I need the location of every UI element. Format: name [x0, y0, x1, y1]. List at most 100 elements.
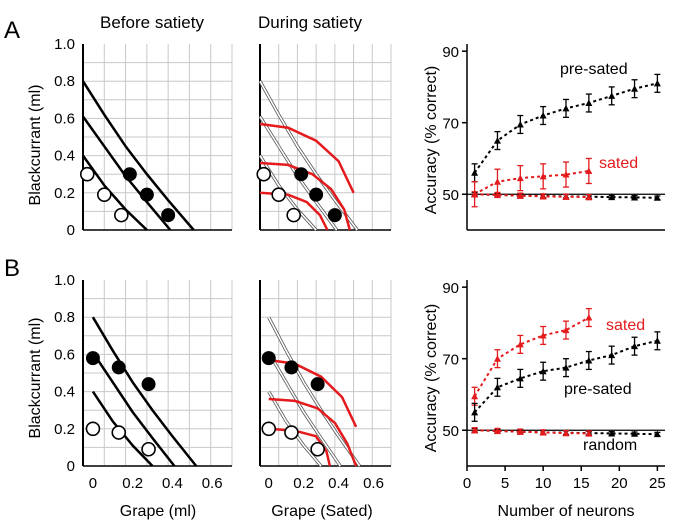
panel-b-before-x-title: Grape (ml) — [120, 503, 196, 520]
b-right-open-choice-point — [284, 425, 299, 440]
panel-b-label-sated: sated — [606, 317, 645, 334]
a-acc-series-3-marker — [562, 193, 570, 200]
b-right-x-tick-label: 0.6 — [363, 475, 384, 492]
b-acc-series-3-marker — [471, 426, 479, 434]
a-acc-series-3-marker — [539, 192, 547, 200]
b-acc-series-3-marker — [585, 429, 593, 437]
b-acc-series-1-marker — [516, 374, 524, 382]
panel-a-during-plot — [256, 44, 392, 232]
b-acc-y-tick-label: 50 — [442, 423, 459, 440]
b-left-filled-choice-point — [111, 360, 126, 375]
a-acc-series-0-marker — [653, 79, 661, 87]
b-acc-series-1-marker — [631, 342, 639, 350]
b-left-open-choice-point — [85, 421, 101, 437]
a-acc-series-1-line — [474, 170, 589, 196]
a-left-y-tick-label: 0 — [67, 222, 75, 239]
a-left-open-choice-point — [114, 207, 129, 223]
b-right-indifference-curve — [268, 397, 358, 467]
b-acc-series-0-marker — [516, 340, 524, 348]
panel-letter-b: B — [4, 255, 20, 282]
a-acc-series-3-marker — [585, 193, 593, 201]
b-acc-x-tick-label: 20 — [611, 475, 628, 492]
a-acc-series-0-marker — [471, 169, 479, 176]
a-acc-series-1-marker — [539, 172, 547, 180]
panel-a-before-plot: 0 0.2 0.4 0.6 0.8 1.0 — [54, 36, 233, 239]
panel-b-accuracy-plot: 50 70 90 0 5 10 15 20 25 — [442, 280, 666, 492]
a-left-y-tick-label: 1.0 — [54, 36, 75, 53]
a-acc-series-0-marker — [493, 137, 501, 144]
b-left-indifference-curve — [91, 351, 176, 467]
a-acc-series-2-marker — [608, 193, 616, 201]
a-left-filled-choice-point — [161, 208, 176, 223]
b-acc-series-3-line — [474, 429, 589, 435]
panel-b-during-plot: 0 0.2 0.4 0.6 — [259, 280, 392, 492]
panel-letter-a: A — [4, 17, 20, 44]
panel-a-y-axis-title: Blackcurrant (ml) — [27, 85, 44, 206]
a-right-indifference-curve — [259, 161, 352, 231]
a-right-dashed-indifference-curve-inner — [259, 80, 358, 231]
b-right-x-tick-label: 0.4 — [328, 475, 349, 492]
a-acc-series-0-marker — [516, 120, 524, 128]
b-acc-series-0-line — [473, 316, 590, 397]
a-left-filled-choice-point — [122, 167, 137, 182]
b-acc-series-1-marker — [562, 364, 570, 371]
b-left-open-choice-point — [111, 425, 127, 440]
b-left-filled-choice-point — [85, 351, 100, 366]
panel-b-label-random: random — [583, 437, 637, 454]
a-acc-series-1-marker — [493, 178, 501, 185]
panel-a-label-sated: sated — [599, 155, 638, 172]
b-acc-series-3-marker — [493, 427, 501, 434]
b-acc-x-tick-label: 0 — [463, 475, 471, 492]
panel-b-before-plot: 0 0.2 0.4 0.6 0.8 1.0 0 0.2 0.4 0.6 — [54, 272, 233, 492]
a-right-filled-choice-point — [327, 208, 342, 223]
a-left-indifference-curve — [81, 80, 195, 231]
a-right-open-choice-point — [286, 207, 301, 223]
b-acc-x-tick-label: 5 — [501, 475, 509, 492]
b-acc-series-0-marker — [562, 326, 570, 334]
b-acc-series-0-marker — [493, 355, 501, 362]
b-acc-series-0-marker — [585, 314, 593, 321]
b-right-filled-choice-point — [284, 360, 299, 375]
b-left-x-tick-label: 0 — [89, 475, 97, 492]
b-acc-series-1-marker — [539, 367, 547, 375]
a-acc-series-1-marker — [585, 167, 593, 174]
b-acc-y-tick-label: 70 — [442, 352, 459, 369]
b-left-y-tick-label: 0.4 — [54, 384, 75, 401]
a-acc-series-0-marker — [608, 92, 616, 99]
b-acc-series-1-marker — [653, 337, 661, 344]
a-right-open-choice-point — [271, 187, 287, 202]
panel-b-label-pre-sated: pre-sated — [564, 381, 632, 398]
a-acc-y-tick-label: 50 — [442, 187, 459, 204]
b-right-x-tick-label: 0 — [265, 475, 273, 492]
panel-a-label-pre-sated: pre-sated — [560, 61, 628, 78]
b-left-x-tick-label: 0.2 — [122, 475, 143, 492]
a-acc-y-tick-label: 70 — [442, 116, 459, 133]
b-acc-series-1-marker — [608, 351, 616, 359]
a-left-open-choice-point — [96, 187, 112, 202]
b-acc-series-1-marker — [471, 408, 479, 416]
a-left-indifference-curve — [81, 154, 148, 231]
b-right-x-tick-label: 0.2 — [293, 475, 314, 492]
b-acc-x-tick-label: 15 — [573, 475, 590, 492]
a-left-y-tick-label: 0.6 — [54, 110, 75, 127]
a-acc-series-3-marker — [516, 192, 524, 199]
panel-b-during-x-title: Grape (Sated) — [271, 503, 372, 520]
b-acc-series-3-marker — [539, 428, 547, 436]
a-left-y-tick-label: 0.4 — [54, 148, 75, 165]
a-right-indifference-curve — [259, 122, 355, 194]
panel-a-accuracy-y-title: Accuracy (% correct) — [423, 66, 440, 214]
b-left-filled-choice-point — [141, 377, 156, 392]
b-acc-series-3-marker — [516, 428, 524, 435]
b-acc-y-tick-label: 90 — [442, 280, 459, 297]
a-acc-series-1-marker — [562, 171, 570, 178]
b-acc-series-2-marker — [653, 430, 661, 438]
b-left-x-tick-label: 0.6 — [202, 475, 223, 492]
b-left-y-tick-label: 0.2 — [54, 421, 75, 438]
b-acc-series-2-marker — [608, 429, 616, 437]
b-left-y-tick-label: 1.0 — [54, 272, 75, 289]
a-right-filled-choice-point — [309, 187, 324, 202]
a-acc-series-3-marker — [471, 190, 479, 198]
a-acc-series-2-marker — [653, 194, 661, 201]
b-acc-series-1-line — [473, 339, 658, 413]
